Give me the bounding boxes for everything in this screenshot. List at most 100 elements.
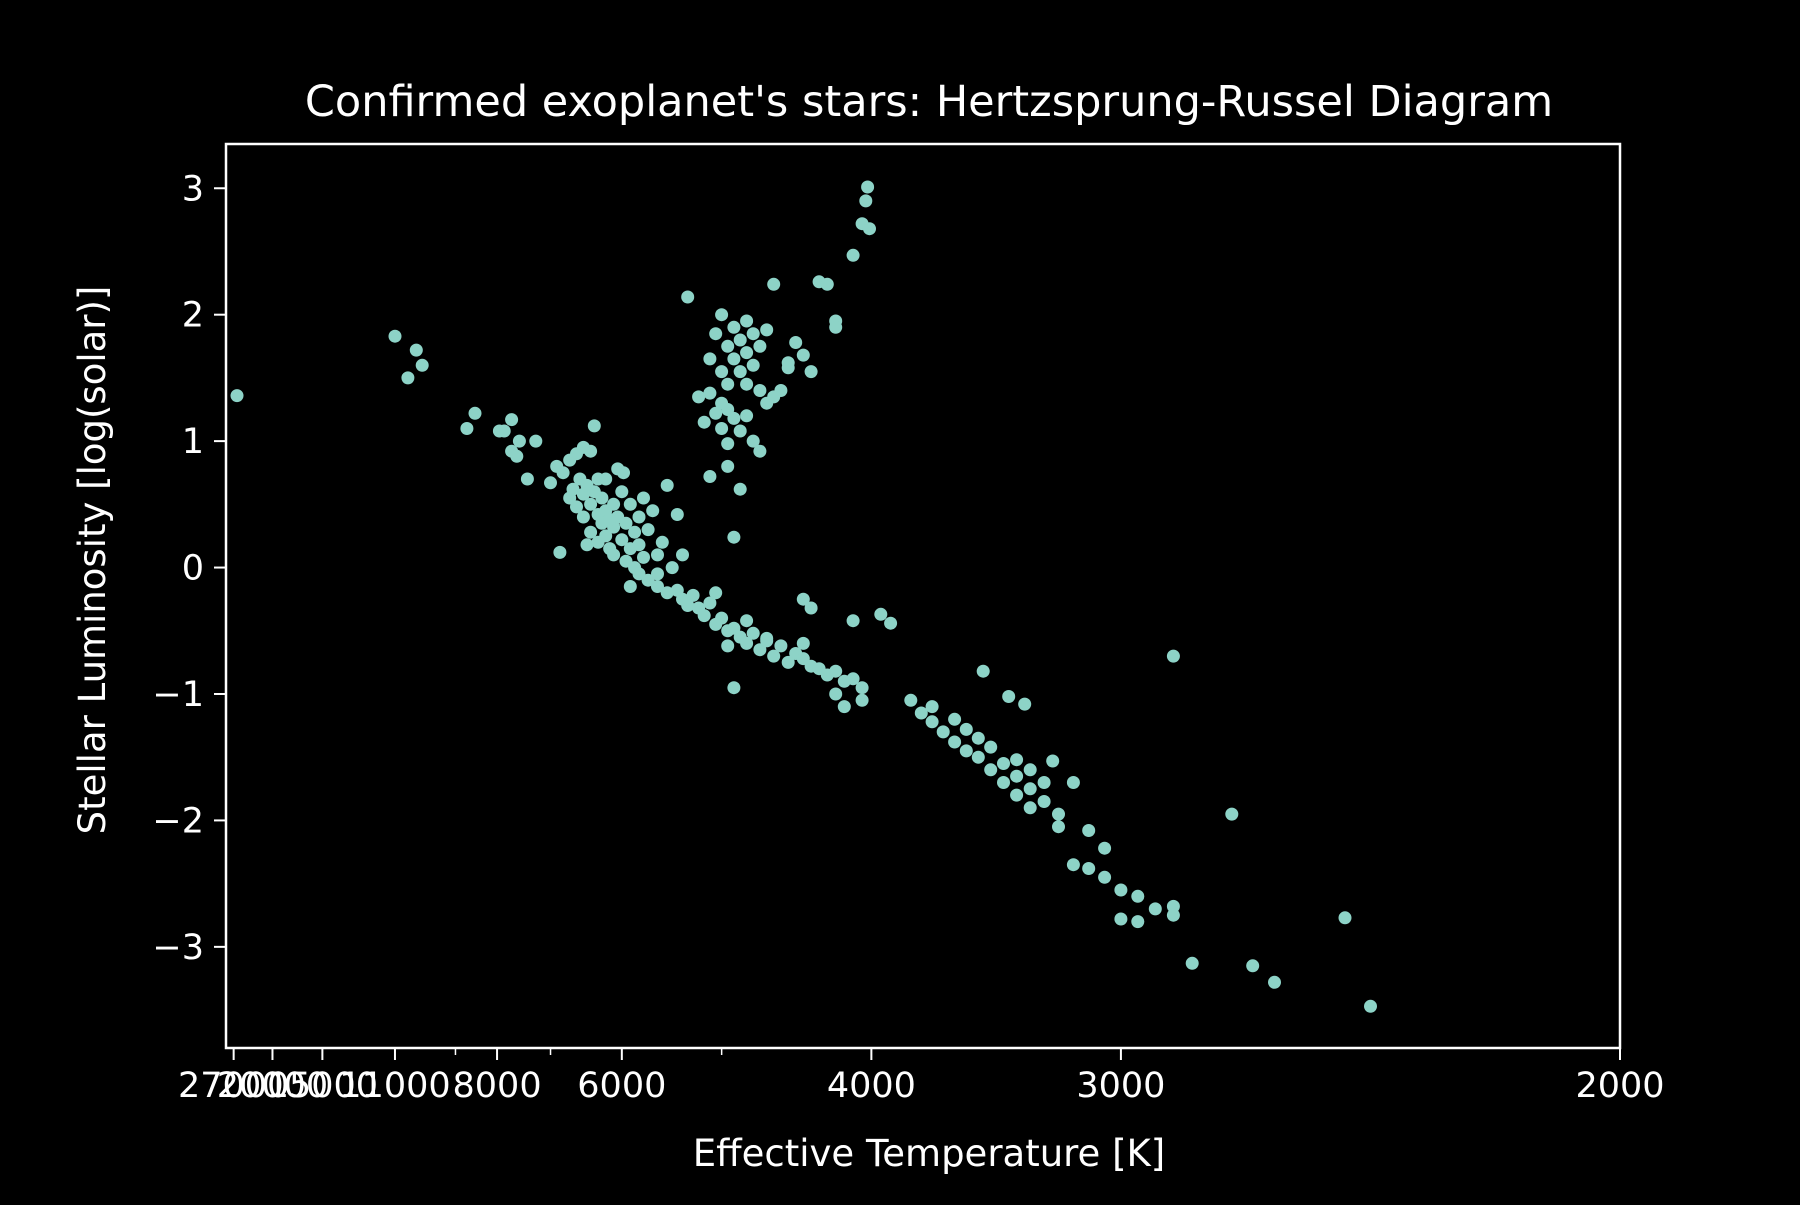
data-point — [505, 413, 519, 427]
data-point — [997, 757, 1010, 770]
data-point — [733, 333, 747, 347]
data-point — [721, 639, 735, 653]
data-point — [632, 510, 646, 524]
chart-title: Confirmed exoplanet's stars: Hertzsprung… — [305, 77, 1553, 127]
data-point — [753, 444, 767, 458]
data-point — [686, 588, 700, 602]
data-point — [409, 343, 423, 357]
data-point — [984, 740, 998, 754]
data-point — [1082, 824, 1096, 837]
data-point — [959, 722, 973, 736]
data-point — [997, 776, 1010, 789]
data-point — [715, 308, 729, 322]
data-point — [1082, 862, 1096, 875]
data-point — [1002, 690, 1016, 703]
data-point — [767, 390, 781, 404]
data-point — [796, 348, 810, 362]
data-point — [665, 561, 679, 575]
data-point — [1166, 899, 1180, 913]
data-point — [976, 664, 990, 678]
data-point — [753, 339, 767, 353]
data-point — [651, 567, 664, 581]
data-point — [512, 434, 526, 448]
data-point — [727, 530, 741, 544]
data-point — [580, 538, 594, 552]
data-point — [1010, 753, 1024, 767]
x-tick-label: 6000 — [577, 1066, 666, 1106]
data-point — [632, 538, 646, 552]
data-point — [1023, 782, 1037, 796]
data-point — [859, 194, 873, 208]
data-point — [760, 323, 774, 337]
data-point — [874, 607, 888, 621]
data-point — [733, 365, 747, 379]
data-point — [855, 693, 869, 707]
data-point — [863, 222, 876, 236]
data-point — [607, 548, 621, 562]
data-point — [529, 434, 543, 448]
y-axis-ticks: 3 2 1 0 −1 −2 −3 — [152, 169, 226, 968]
data-point — [846, 672, 860, 686]
y-tick-label: 1 — [182, 422, 204, 462]
data-point — [727, 320, 741, 334]
data-point — [829, 687, 843, 701]
data-point — [660, 478, 674, 492]
data-point — [1052, 820, 1065, 834]
x-tick-label: 2000 — [1575, 1066, 1664, 1106]
x-tick-label: 3000 — [1076, 1066, 1165, 1106]
data-point — [709, 586, 723, 600]
data-point — [846, 614, 860, 628]
data-point — [1166, 649, 1180, 663]
data-point — [556, 466, 570, 480]
data-point — [587, 419, 601, 433]
data-point — [697, 609, 711, 623]
data-point — [595, 491, 609, 505]
data-point — [660, 586, 674, 600]
data-point — [615, 485, 629, 499]
data-point — [829, 664, 843, 678]
data-point — [721, 437, 735, 451]
data-point — [727, 411, 741, 425]
data-point — [1066, 858, 1080, 872]
data-point — [715, 422, 729, 435]
data-point — [904, 693, 918, 707]
data-point — [925, 700, 939, 714]
data-point — [746, 358, 760, 372]
x-axis-label: Effective Temperature [K] — [693, 1132, 1165, 1175]
x-tick-label: 8000 — [453, 1066, 542, 1106]
data-point — [984, 763, 998, 777]
data-point — [971, 750, 985, 764]
data-point — [1338, 911, 1352, 925]
data-point — [837, 700, 851, 714]
data-point — [646, 504, 660, 518]
data-point — [727, 681, 741, 695]
data-point — [709, 406, 723, 420]
data-point — [628, 525, 642, 539]
data-point — [497, 424, 511, 438]
data-point — [767, 649, 781, 663]
data-point — [1148, 902, 1162, 916]
data-point — [733, 424, 747, 438]
data-point — [914, 706, 928, 720]
data-point — [1131, 915, 1145, 929]
data-point — [746, 327, 760, 341]
data-point — [721, 459, 735, 473]
y-tick-label: −1 — [152, 675, 204, 715]
data-point — [796, 636, 810, 650]
data-point — [1098, 841, 1112, 855]
data-point — [846, 248, 860, 262]
data-point — [1046, 754, 1060, 768]
data-point — [1098, 870, 1112, 884]
data-point — [553, 545, 567, 559]
data-point — [861, 180, 875, 194]
data-point — [681, 290, 695, 304]
data-point — [584, 525, 598, 539]
data-point — [670, 508, 684, 521]
x-tick-label: 11000 — [339, 1066, 450, 1106]
y-tick-label: 3 — [182, 169, 204, 209]
data-point — [740, 636, 754, 650]
data-point — [510, 449, 524, 463]
data-point — [753, 643, 767, 657]
